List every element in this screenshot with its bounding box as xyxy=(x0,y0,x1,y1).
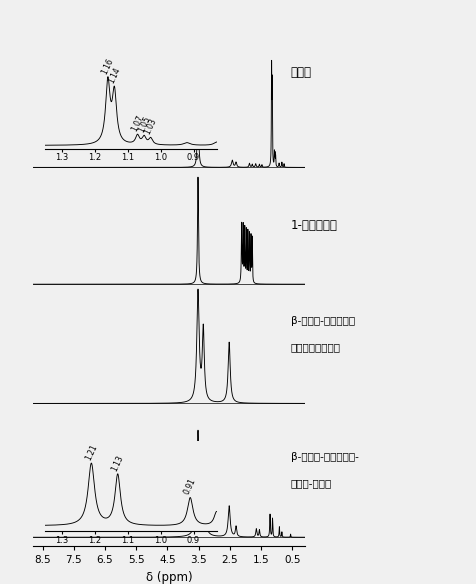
Text: 1-金刚烷甲酸: 1-金刚烷甲酸 xyxy=(291,220,337,232)
Text: 1.14: 1.14 xyxy=(107,66,122,85)
Text: 金刚烷-阿霉素: 金刚烷-阿霉素 xyxy=(291,479,332,489)
Text: 1.16: 1.16 xyxy=(100,57,116,75)
Text: 1.05: 1.05 xyxy=(137,115,152,134)
Text: 1.03: 1.03 xyxy=(143,117,159,136)
Text: 1.07: 1.07 xyxy=(130,114,145,133)
Text: 0.91: 0.91 xyxy=(183,477,198,496)
Text: 1.13: 1.13 xyxy=(110,454,125,472)
Text: 1.21: 1.21 xyxy=(84,443,99,462)
Text: β-环糊精-聚乙烯亚胺-: β-环糊精-聚乙烯亚胺- xyxy=(291,452,358,462)
Text: （氘代二甲亚頗）: （氘代二甲亚頗） xyxy=(291,342,341,352)
X-axis label: δ (ppm): δ (ppm) xyxy=(146,571,192,583)
Text: β-环糊精-聚乙烯亚胺: β-环糊精-聚乙烯亚胺 xyxy=(291,315,355,326)
Text: 阿霉素: 阿霉素 xyxy=(291,66,312,79)
